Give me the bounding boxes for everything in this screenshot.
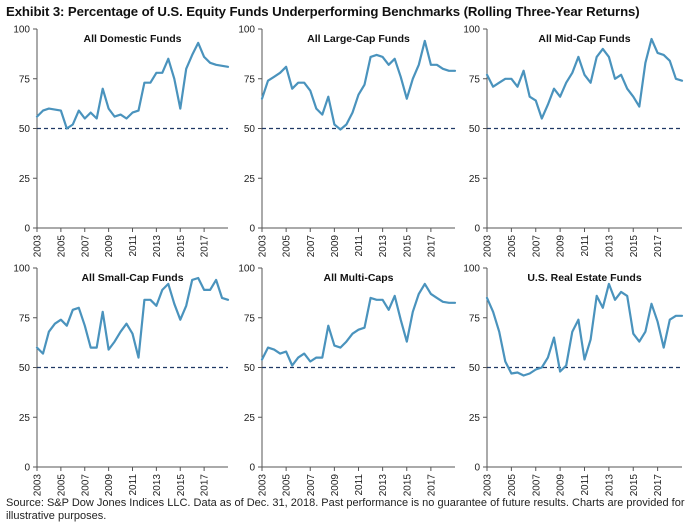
x-tick-label: 2013 [152,474,163,497]
x-tick-label: 2007 [80,235,91,258]
y-tick-label: 25 [469,174,481,185]
y-tick-label: 75 [469,313,481,324]
x-tick-label: 2011 [128,235,139,257]
x-tick-label: 2009 [104,235,115,258]
x-tick-label: 2007 [306,474,317,497]
x-tick-label: 2017 [426,235,437,258]
y-tick-label: 50 [244,363,256,374]
y-tick-label: 25 [244,174,256,185]
x-tick-label: 2009 [330,235,341,258]
x-tick-label: 2007 [531,235,542,258]
y-tick-label: 25 [244,413,256,424]
x-tick-label: 2015 [402,235,413,258]
y-tick-label: 100 [463,264,480,275]
x-tick-label: 2017 [200,474,211,497]
x-tick-label: 2003 [483,235,494,258]
y-tick-label: 0 [24,224,30,235]
y-tick-label: 75 [244,313,256,324]
x-tick-label: 2015 [629,235,640,258]
y-tick-label: 25 [19,413,31,424]
x-tick-label: 2009 [556,235,567,258]
x-tick-label: 2007 [306,235,317,258]
y-tick-label: 75 [19,74,31,85]
x-tick-label: 2017 [653,235,664,258]
x-tick-label: 2007 [531,474,542,497]
y-tick-label: 0 [474,463,480,474]
series-line [260,39,457,131]
y-tick-label: 75 [244,74,256,85]
y-tick-label: 75 [469,74,481,85]
panel-title: All Small-Cap Funds [81,272,183,284]
series-line [35,41,230,130]
y-tick-label: 50 [19,124,31,135]
x-tick-label: 2017 [200,235,211,258]
y-tick-label: 25 [19,174,31,185]
y-tick-label: 0 [249,463,255,474]
series-line [485,282,684,377]
y-tick-label: 100 [238,264,255,275]
y-tick-label: 100 [463,25,480,36]
series-line [35,276,230,359]
y-tick-label: 50 [469,363,481,374]
x-tick-label: 2003 [483,474,494,497]
x-tick-label: 2003 [33,474,44,497]
panel-title: All Large-Cap Funds [307,33,410,45]
x-tick-label: 2005 [507,474,518,497]
x-tick-label: 2015 [402,474,413,497]
x-tick-label: 2005 [56,474,67,497]
x-tick-label: 2007 [80,474,91,497]
x-tick-label: 2005 [282,474,293,497]
panel-title: All Multi-Caps [324,272,394,284]
x-tick-label: 2011 [354,474,365,496]
y-tick-label: 100 [13,25,30,36]
panel-title: All Domestic Funds [83,33,181,45]
x-tick-label: 2017 [653,474,664,497]
x-tick-label: 2013 [378,474,389,497]
x-tick-label: 2015 [176,474,187,497]
x-tick-label: 2013 [604,235,615,258]
x-tick-label: 2011 [580,235,591,257]
x-tick-label: 2005 [507,235,518,258]
x-tick-label: 2003 [258,474,269,497]
y-tick-label: 0 [474,224,480,235]
y-tick-label: 0 [24,463,30,474]
panel-title: U.S. Real Estate Funds [527,272,642,284]
x-tick-label: 2009 [330,474,341,497]
x-tick-label: 2011 [580,474,591,496]
y-tick-label: 100 [13,264,30,275]
exhibit-title: Exhibit 3: Percentage of U.S. Equity Fun… [6,4,640,19]
x-tick-label: 2015 [629,474,640,497]
y-tick-label: 0 [249,224,255,235]
y-tick-label: 50 [19,363,31,374]
series-line [260,282,457,367]
x-tick-label: 2005 [282,235,293,258]
x-tick-label: 2017 [426,474,437,497]
x-tick-label: 2005 [56,235,67,258]
x-tick-label: 2013 [152,235,163,258]
x-tick-label: 2015 [176,235,187,258]
x-tick-label: 2013 [378,235,389,258]
x-tick-label: 2009 [104,474,115,497]
series-line [485,37,684,120]
source-note: Source: S&P Dow Jones Indices LLC. Data … [6,497,685,522]
x-tick-label: 2011 [128,474,139,496]
x-tick-label: 2009 [556,474,567,497]
x-tick-label: 2011 [354,235,365,257]
panel-title: All Mid-Cap Funds [538,33,630,45]
x-tick-label: 2003 [33,235,44,258]
y-tick-label: 50 [469,124,481,135]
y-tick-label: 50 [244,124,256,135]
x-tick-label: 2013 [604,474,615,497]
y-tick-label: 25 [469,413,481,424]
x-tick-label: 2003 [258,235,269,258]
y-tick-label: 100 [238,25,255,36]
y-tick-label: 75 [19,313,31,324]
